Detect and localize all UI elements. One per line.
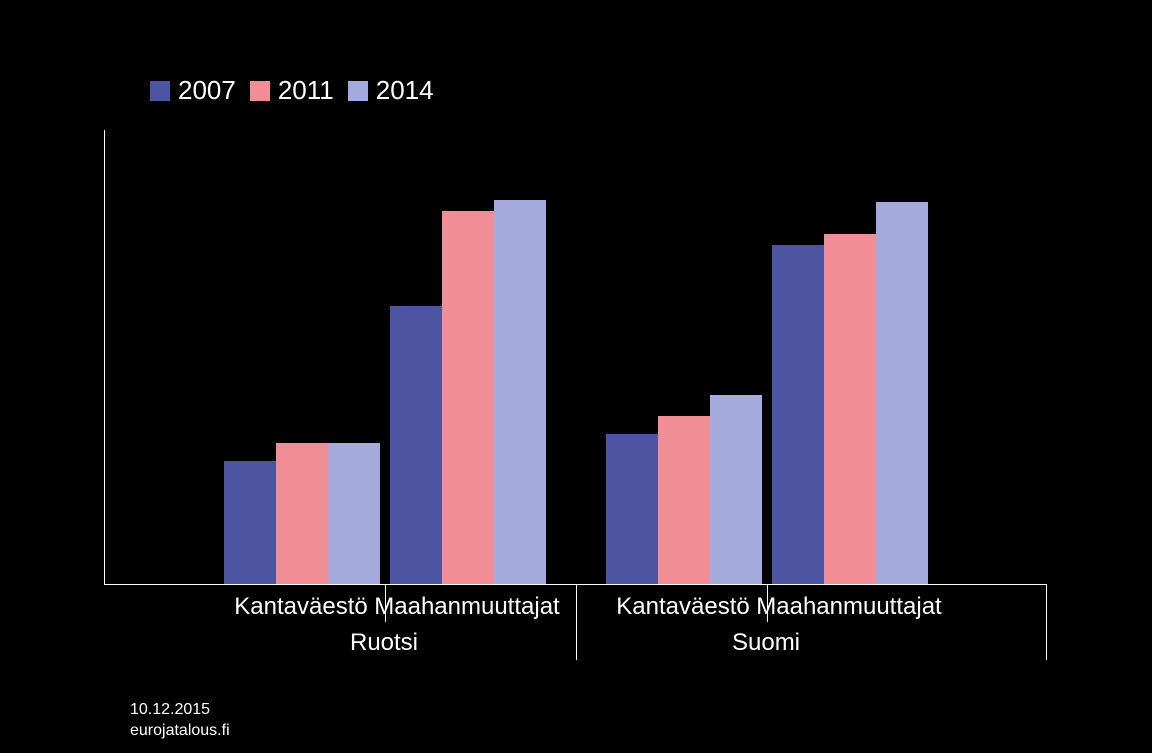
footer-date: 10.12.2015 — [130, 700, 230, 721]
legend-label: 2007 — [178, 75, 236, 106]
category-label: Maahanmuuttajat — [357, 593, 577, 621]
bar — [876, 202, 928, 584]
legend-item: 2014 — [348, 75, 434, 106]
footer-source: eurojatalous.fi — [130, 721, 230, 742]
bar — [390, 306, 442, 584]
group-label: Ruotsi — [164, 629, 604, 657]
legend-item: 2007 — [150, 75, 236, 106]
bar — [772, 245, 824, 584]
bar — [224, 461, 276, 584]
legend-swatch — [250, 81, 270, 101]
bar — [606, 434, 658, 584]
plot-area — [104, 130, 1046, 585]
legend: 2007 2011 2014 — [150, 75, 434, 106]
bar — [658, 416, 710, 584]
bar — [276, 443, 328, 584]
bar — [710, 395, 762, 584]
group-divider — [1046, 584, 1047, 660]
legend-label: 2014 — [376, 75, 434, 106]
legend-label: 2011 — [278, 75, 334, 106]
category-label: Maahanmuuttajat — [739, 593, 959, 621]
legend-swatch — [150, 81, 170, 101]
legend-swatch — [348, 81, 368, 101]
group-label: Suomi — [546, 629, 986, 657]
legend-item: 2011 — [250, 75, 334, 106]
bar — [494, 200, 546, 584]
chart-footer: 10.12.2015 eurojatalous.fi — [130, 700, 230, 742]
bar — [442, 211, 494, 584]
bar — [824, 234, 876, 584]
bar-chart: 200720112014 KantaväestöMaahanmuuttajatR… — [0, 0, 1152, 753]
bar — [328, 443, 380, 584]
